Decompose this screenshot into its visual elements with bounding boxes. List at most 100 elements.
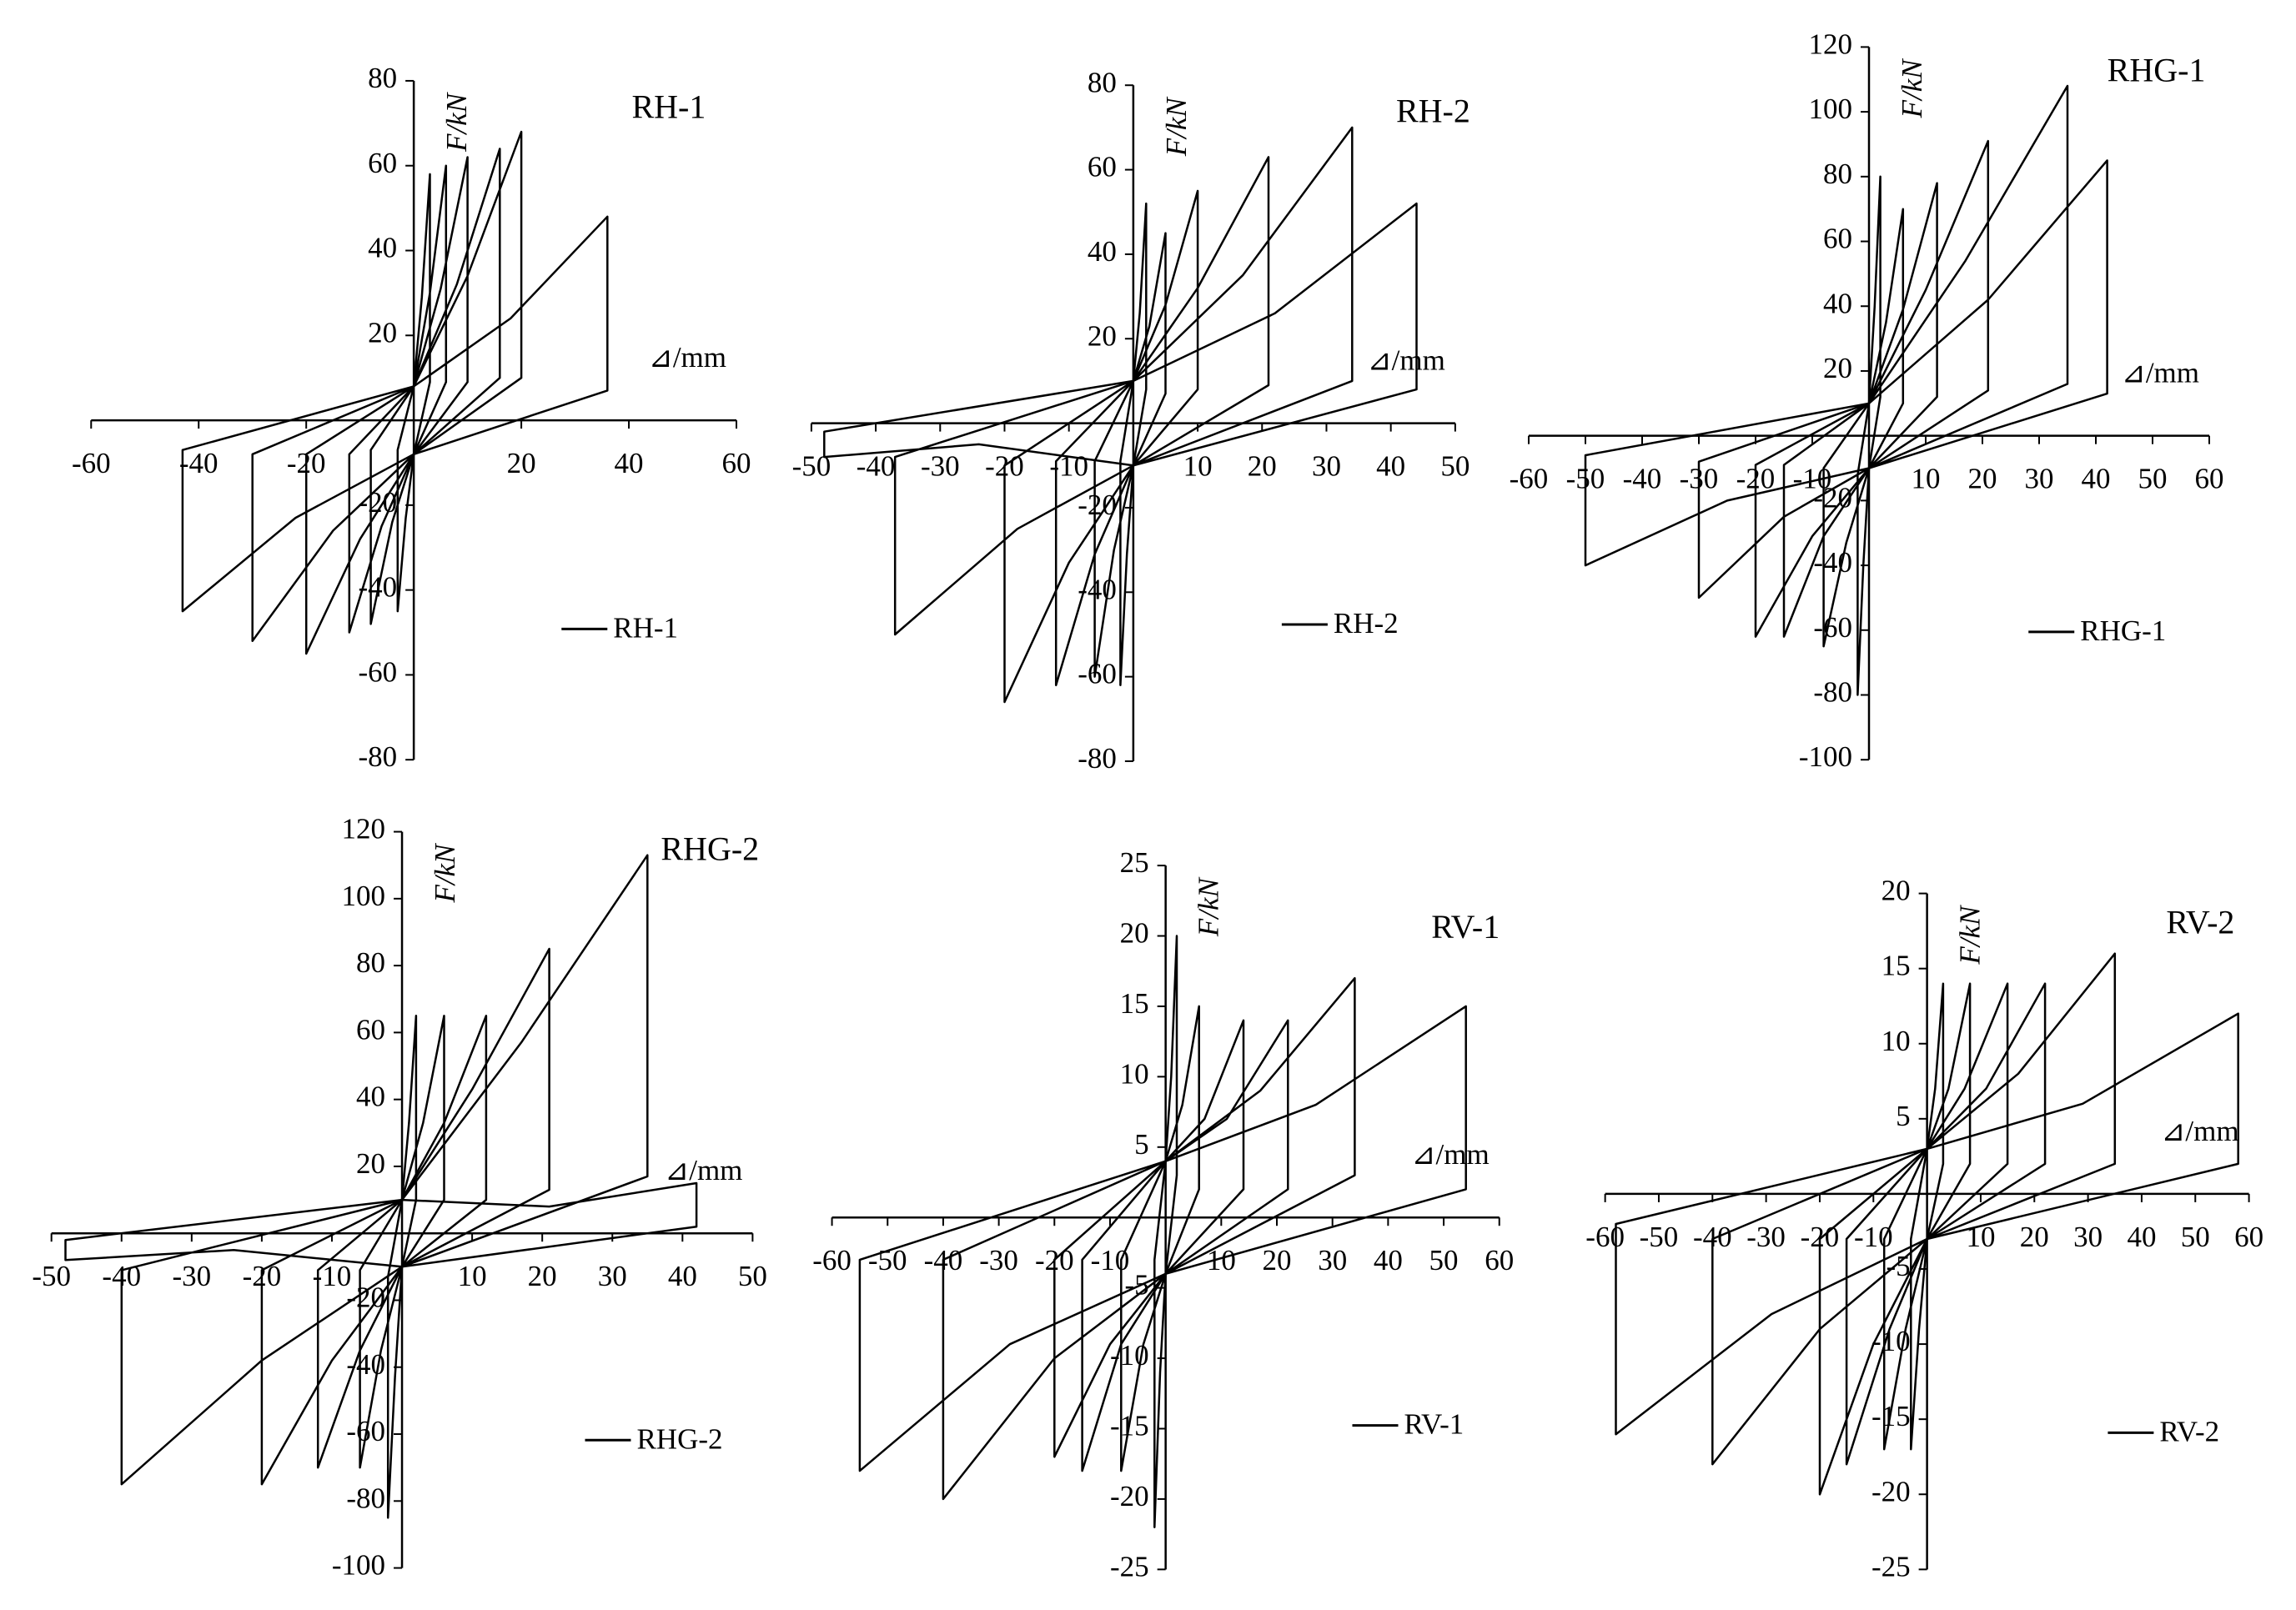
x-tick-label: 20 <box>2020 1221 2049 1253</box>
x-tick-label: 10 <box>1183 450 1213 483</box>
x-tick-label: -30 <box>1746 1221 1786 1253</box>
x-tick-label: 60 <box>722 447 751 479</box>
x-tick-label: 30 <box>1318 1244 1347 1276</box>
y-tick-label: 100 <box>342 880 386 912</box>
y-tick-label: 10 <box>1882 1025 1911 1057</box>
x-tick-label: 10 <box>458 1260 487 1292</box>
x-tick-label: 50 <box>2181 1221 2210 1253</box>
y-tick-label: 120 <box>342 813 386 845</box>
x-tick-label: 40 <box>1376 450 1405 483</box>
x-tick-label: 40 <box>2127 1221 2156 1253</box>
y-tick-label: -80 <box>346 1482 385 1514</box>
legend-label: RH-2 <box>1334 607 1399 639</box>
legend-label: RHG-2 <box>636 1422 722 1455</box>
x-tick-label: -40 <box>857 450 896 483</box>
x-tick-label: -50 <box>868 1244 907 1276</box>
y-axis-label: F/kN <box>1193 876 1225 937</box>
y-tick-label: -20 <box>1078 489 1117 521</box>
y-tick-label: -80 <box>358 740 397 773</box>
x-tick-label: 60 <box>2195 463 2224 495</box>
hysteresis-curve <box>823 126 1418 704</box>
x-axis-label: ⊿/mm <box>2122 357 2200 389</box>
y-tick-label: -20 <box>1813 481 1852 514</box>
y-tick-label: 80 <box>1823 158 1852 190</box>
y-tick-label: -100 <box>1799 740 1852 773</box>
y-tick-label: 60 <box>1823 223 1852 255</box>
x-tick-label: -10 <box>1854 1221 1893 1253</box>
hysteresis-curve <box>1584 84 2108 696</box>
chart-title: RHG-1 <box>2108 51 2206 88</box>
y-tick-label: -80 <box>1813 676 1852 709</box>
chart-title: RV-1 <box>1431 908 1500 945</box>
x-tick-label: 40 <box>1374 1244 1403 1276</box>
x-tick-label: 60 <box>2234 1221 2263 1253</box>
y-tick-label: 80 <box>356 946 385 979</box>
x-tick-label: -10 <box>1091 1244 1130 1276</box>
x-tick-label: 20 <box>507 447 536 479</box>
y-tick-label: 15 <box>1120 987 1149 1020</box>
y-tick-label: 60 <box>356 1013 385 1046</box>
y-axis-label: F/kN <box>1896 58 1928 119</box>
y-axis-label: F/kN <box>1160 97 1193 158</box>
x-axis-label: ⊿/mm <box>2161 1115 2239 1147</box>
hysteresis-curve <box>1615 952 2239 1496</box>
y-tick-label: 40 <box>1088 235 1117 268</box>
legend-label: RV-1 <box>1404 1408 1464 1441</box>
x-tick-label: -30 <box>921 450 960 483</box>
x-tick-label: 40 <box>615 447 644 479</box>
x-axis-label: ⊿/mm <box>1411 1138 1490 1171</box>
y-axis-label: F/kN <box>440 92 473 153</box>
legend-label: RHG-1 <box>2080 614 2166 647</box>
y-tick-label: 20 <box>1823 352 1852 384</box>
y-tick-label: 20 <box>1882 875 1911 907</box>
x-tick-label: -60 <box>1585 1221 1625 1253</box>
y-tick-label: -40 <box>1813 546 1852 579</box>
x-tick-label: 50 <box>1429 1244 1459 1276</box>
y-tick-label: 40 <box>368 232 397 264</box>
y-tick-label: 5 <box>1134 1128 1149 1161</box>
x-tick-label: 20 <box>1263 1244 1292 1276</box>
y-tick-label: -60 <box>1813 611 1852 644</box>
x-tick-label: 30 <box>1312 450 1341 483</box>
x-axis-label: ⊿/mm <box>1367 344 1445 377</box>
x-tick-label: 20 <box>1248 450 1277 483</box>
chart-title: RV-2 <box>2166 904 2234 941</box>
hysteresis-curve <box>858 935 1467 1528</box>
y-tick-label: -25 <box>1871 1550 1911 1582</box>
y-tick-label: -100 <box>332 1549 385 1582</box>
y-tick-label: -20 <box>1110 1480 1149 1512</box>
y-tick-label: 80 <box>368 62 397 94</box>
y-tick-label: 20 <box>356 1147 385 1180</box>
y-tick-label: 10 <box>1120 1057 1149 1090</box>
y-tick-label: -80 <box>1078 742 1117 775</box>
x-tick-label: 30 <box>2025 463 2054 495</box>
y-tick-label: 60 <box>1088 151 1117 183</box>
y-tick-label: 15 <box>1882 950 1911 982</box>
y-tick-label: 60 <box>368 147 397 179</box>
x-tick-label: -30 <box>979 1244 1018 1276</box>
y-tick-label: 20 <box>1120 917 1149 950</box>
x-tick-label: 60 <box>1485 1244 1514 1276</box>
y-tick-label: 40 <box>356 1081 385 1113</box>
y-tick-label: 20 <box>1088 319 1117 352</box>
x-axis-label: ⊿/mm <box>649 341 727 374</box>
y-tick-label: 80 <box>1088 66 1117 98</box>
x-tick-label: 40 <box>2082 463 2111 495</box>
x-tick-label: 30 <box>598 1260 627 1292</box>
y-tick-label: 25 <box>1120 846 1149 879</box>
x-axis-label: ⊿/mm <box>665 1154 743 1186</box>
y-tick-label: 5 <box>1896 1100 1911 1132</box>
y-tick-label: -60 <box>358 655 397 688</box>
y-axis-label: F/kN <box>1954 905 1987 965</box>
x-tick-label: -50 <box>1640 1221 1679 1253</box>
x-tick-label: 40 <box>668 1260 697 1292</box>
hysteresis-curve <box>181 130 609 655</box>
y-tick-label: -25 <box>1110 1550 1149 1582</box>
x-tick-label: -60 <box>72 447 111 479</box>
x-tick-label: 30 <box>2073 1221 2103 1253</box>
y-axis-label: F/kN <box>429 843 461 904</box>
y-tick-label: 40 <box>1823 287 1852 319</box>
x-tick-label: 20 <box>528 1260 557 1292</box>
x-tick-label: -60 <box>812 1244 852 1276</box>
